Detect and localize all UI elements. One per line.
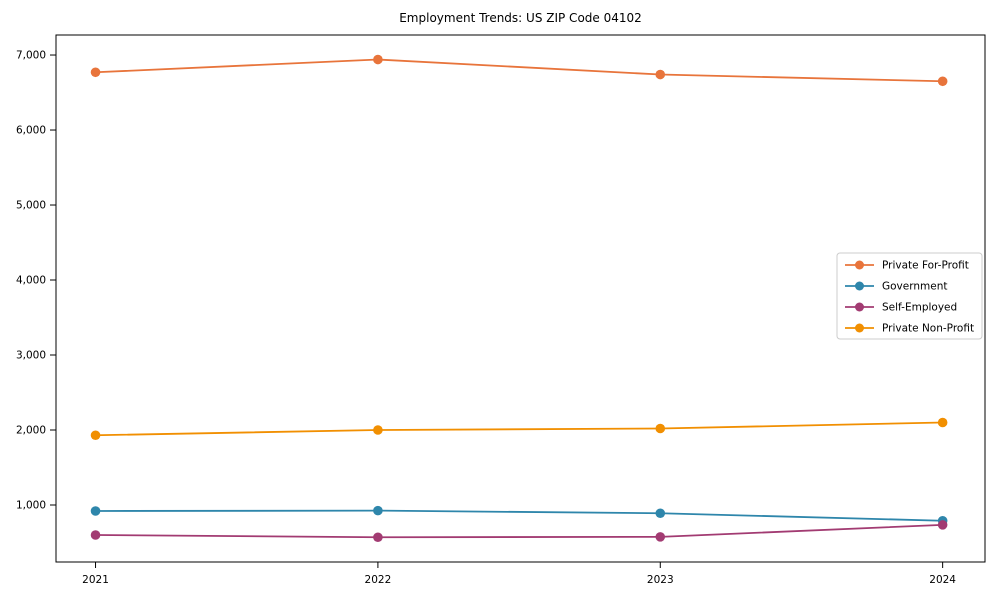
legend-entry-private-non-profit: Private Non-Profit — [845, 323, 974, 335]
y-tick-label: 1,000 — [16, 500, 46, 512]
legend-entry-government: Government — [845, 281, 947, 293]
legend-marker-swatch — [855, 323, 864, 333]
legend-label-private-for-profit: Private For-Profit — [882, 260, 969, 272]
x-tick-label: 2022 — [365, 574, 392, 586]
legend-marker-swatch — [855, 260, 864, 270]
legend-entry-self-employed: Self-Employed — [845, 302, 957, 314]
series-line-private-for-profit — [95, 58, 943, 83]
data-point-private-non-profit-2024 — [937, 417, 948, 428]
data-point-private-for-profit-2023 — [655, 69, 666, 80]
data-point-private-for-profit-2024 — [937, 76, 948, 87]
legend-box — [836, 252, 983, 340]
plot-frame — [55, 34, 986, 563]
data-point-self-employed-2021 — [90, 530, 101, 540]
data-point-private-non-profit-2021 — [90, 430, 101, 441]
data-point-private-non-profit-2022 — [373, 425, 383, 435]
data-point-private-for-profit-2022 — [373, 54, 383, 65]
legend-marker-swatch — [855, 302, 864, 312]
legend: Private For-Profit Government Self-Employe… — [836, 252, 983, 340]
data-point-self-employed-2023 — [655, 532, 666, 542]
x-tick-label: 2021 — [82, 574, 109, 586]
y-tick-label: 7,000 — [16, 50, 46, 62]
data-point-government-2022 — [373, 505, 383, 516]
legend-label-self-employed: Self-Employed — [882, 302, 957, 314]
y-tick-label: 5,000 — [16, 200, 46, 212]
y-tick-label: 2,000 — [16, 425, 46, 437]
data-point-self-employed-2024 — [937, 520, 948, 530]
series-line-government — [95, 509, 943, 522]
data-point-self-employed-2022 — [373, 532, 383, 543]
legend-marker-swatch — [855, 281, 864, 291]
data-point-government-2021 — [90, 506, 101, 516]
legend-label-government: Government — [882, 281, 947, 293]
data-point-private-for-profit-2021 — [90, 67, 101, 78]
data-point-private-non-profit-2023 — [655, 423, 666, 434]
series-line-private-non-profit — [95, 421, 943, 437]
y-tick-label: 3,000 — [16, 350, 46, 362]
plot-area: 1,000 2,000 3,000 4,000 5,000 6,000 7,000 2021 2… — [16, 34, 986, 586]
legend-entry-private-for-profit: Private For-Profit — [845, 260, 969, 272]
chart-title: Employment Trends: US ZIP Code 04102 — [399, 11, 642, 25]
data-point-government-2023 — [655, 508, 666, 519]
y-tick-label: 6,000 — [16, 125, 46, 137]
legend-label-private-non-profit: Private Non-Profit — [882, 323, 974, 335]
x-tick-label: 2023 — [647, 574, 674, 586]
series-line-self-employed — [95, 523, 943, 539]
y-tick-label: 4,000 — [16, 275, 46, 287]
x-tick-label: 2024 — [929, 574, 956, 586]
